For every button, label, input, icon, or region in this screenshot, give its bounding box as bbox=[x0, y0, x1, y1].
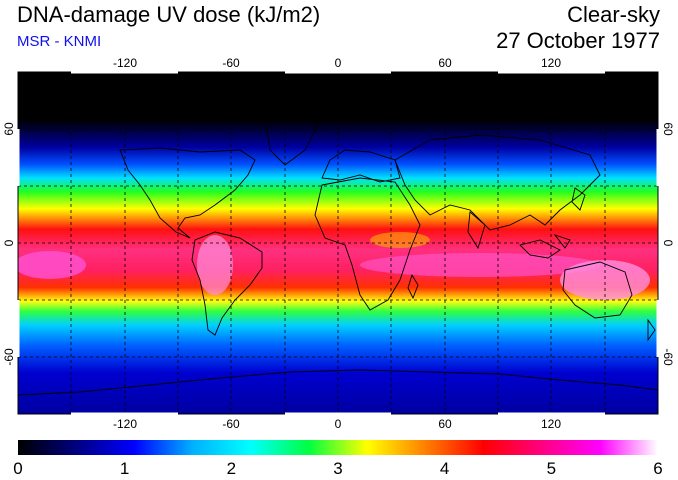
lon-tick-label: -120 bbox=[113, 417, 137, 431]
uv-field bbox=[18, 72, 658, 414]
lat-ticks-right: 60 0 -60 bbox=[661, 122, 675, 366]
colorbar-tick-label: 2 bbox=[227, 459, 236, 478]
colorbar-tick-label: 4 bbox=[440, 459, 449, 478]
lat-tick-label: 0 bbox=[661, 240, 675, 247]
lon-tick-label: 60 bbox=[438, 56, 452, 70]
lat-tick-label: 60 bbox=[661, 122, 675, 136]
lon-tick-label: 0 bbox=[335, 417, 342, 431]
date-label: 27 October 1977 bbox=[496, 28, 660, 53]
sky-condition-label: Clear-sky bbox=[567, 2, 660, 27]
lon-tick-label: 0 bbox=[335, 56, 342, 70]
colorbar-tick-label: 1 bbox=[120, 459, 129, 478]
lat-ticks-left: 60 0 -60 bbox=[2, 122, 16, 366]
source-label: MSR - KNMI bbox=[17, 33, 102, 50]
lon-tick-label: 120 bbox=[541, 56, 561, 70]
colorbar-tick-label: 5 bbox=[547, 459, 556, 478]
lat-tick-label: 60 bbox=[2, 122, 16, 136]
lon-tick-label: -60 bbox=[222, 417, 240, 431]
colorbar-labels: 0 1 2 3 4 5 6 bbox=[13, 459, 662, 478]
colorbar-tick-label: 6 bbox=[653, 459, 662, 478]
colorbar-tick-label: 0 bbox=[13, 459, 22, 478]
colorbar bbox=[18, 440, 658, 455]
lon-tick-label: -120 bbox=[113, 56, 137, 70]
lon-tick-label: 120 bbox=[541, 417, 561, 431]
map-frame bbox=[16, 70, 660, 416]
coastlines bbox=[18, 109, 658, 396]
lon-tick-label: -60 bbox=[222, 56, 240, 70]
lon-ticks-bottom: -120 -60 0 60 120 bbox=[113, 417, 561, 431]
lon-ticks-top: -120 -60 0 60 120 bbox=[113, 56, 561, 70]
lat-tick-label: 0 bbox=[2, 239, 16, 246]
map-title: DNA-damage UV dose (kJ/m2) bbox=[17, 2, 321, 27]
lat-tick-label: -60 bbox=[2, 348, 16, 366]
lat-tick-label: -60 bbox=[661, 348, 675, 366]
lat-lon-grid bbox=[18, 72, 658, 414]
colorbar-tick-label: 3 bbox=[333, 459, 342, 478]
lon-tick-label: 60 bbox=[438, 417, 452, 431]
